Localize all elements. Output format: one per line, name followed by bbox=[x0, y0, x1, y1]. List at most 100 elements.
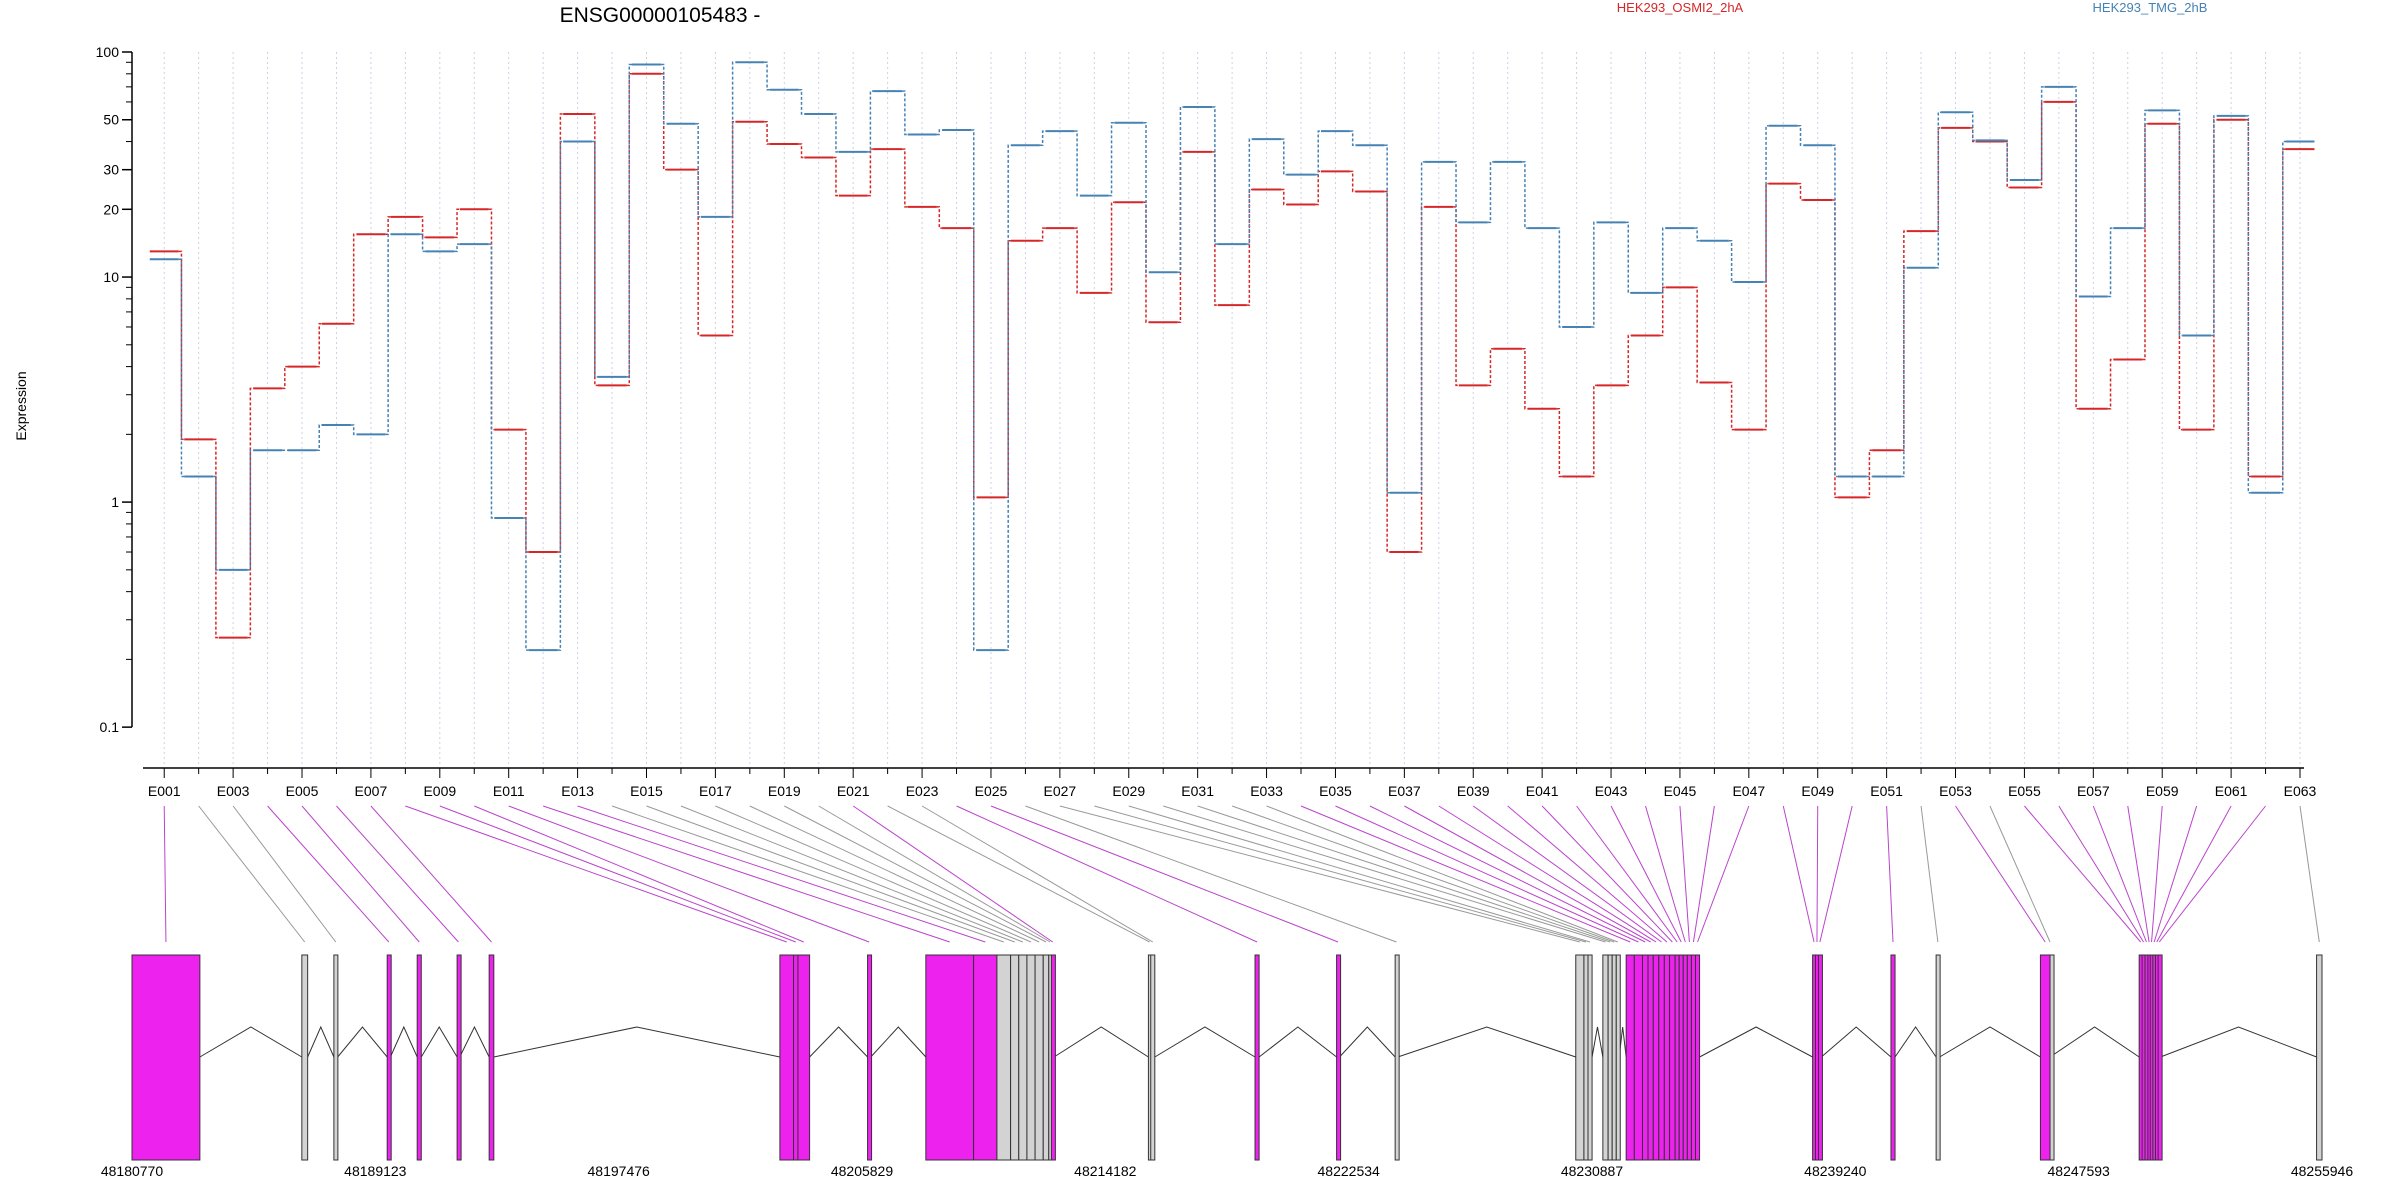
exon-box bbox=[333, 954, 339, 1161]
exon-connector bbox=[646, 805, 1015, 943]
x-tick-label: E053 bbox=[1939, 783, 1972, 799]
intron-line bbox=[1053, 1026, 1149, 1058]
series-step-connector bbox=[936, 129, 943, 136]
gene-model bbox=[131, 954, 2323, 1161]
series-step-connector bbox=[1797, 125, 1804, 147]
exon-box bbox=[1890, 954, 1896, 1161]
series-step-connector bbox=[936, 206, 943, 229]
series-step-connector bbox=[2245, 118, 2252, 478]
exon-box bbox=[867, 954, 873, 1161]
series-step-connector bbox=[970, 129, 977, 651]
x-tick-label: E025 bbox=[975, 783, 1008, 799]
genomic-tick-label: 48180770 bbox=[101, 1163, 164, 1179]
series-step-connector bbox=[1763, 125, 1769, 283]
exon-box bbox=[1678, 954, 1684, 1161]
series-step-connector bbox=[1935, 127, 1942, 232]
series-step-connector bbox=[660, 63, 667, 125]
series-step-connector bbox=[1246, 138, 1253, 245]
series-step-connector bbox=[764, 120, 770, 145]
exon-connector bbox=[2158, 805, 2266, 943]
exon-box bbox=[1602, 954, 1609, 1161]
exon-connector bbox=[1335, 805, 1639, 943]
x-tick-label: E013 bbox=[561, 783, 594, 799]
exon-box bbox=[1674, 954, 1680, 1161]
exon-box bbox=[1682, 954, 1688, 1161]
exon-connector bbox=[1920, 805, 1939, 943]
series-step-connector bbox=[1281, 138, 1287, 176]
series-step-connector bbox=[316, 424, 322, 451]
exon-connector bbox=[887, 805, 1150, 943]
series-step-connector bbox=[1625, 221, 1632, 294]
series-step-connector bbox=[1281, 188, 1287, 206]
series-step-connector bbox=[833, 156, 839, 197]
x-tick-label: E019 bbox=[768, 783, 801, 799]
series-step-connector bbox=[729, 61, 736, 218]
series-step-connector bbox=[1969, 111, 1976, 142]
exon-box bbox=[1663, 954, 1671, 1161]
exon-connector bbox=[2151, 805, 2163, 943]
intron-line bbox=[199, 1026, 303, 1058]
intron-line bbox=[1821, 1026, 1892, 1058]
x-tick-label: E005 bbox=[286, 783, 319, 799]
x-tick-label: E021 bbox=[837, 783, 870, 799]
series-step-connector bbox=[1177, 151, 1184, 323]
intron-line bbox=[307, 1025, 335, 1058]
exon-connector bbox=[956, 805, 1258, 943]
exon-box bbox=[1607, 954, 1613, 1161]
series-step-connector bbox=[2176, 109, 2183, 337]
series-step-connector bbox=[557, 140, 564, 651]
series-step-connector bbox=[1901, 230, 1907, 451]
series-step-connector bbox=[1074, 227, 1080, 294]
exon-connector bbox=[1645, 805, 1686, 943]
series-step-connector bbox=[867, 148, 874, 197]
series-step-connector bbox=[1866, 449, 1873, 499]
series-step-connector bbox=[1005, 144, 1011, 651]
x-tick-label: E059 bbox=[2146, 783, 2179, 799]
series-step-connector bbox=[2245, 115, 2252, 494]
series-step-connector bbox=[1487, 161, 1494, 224]
series-1 bbox=[149, 72, 2315, 639]
exon-connector bbox=[1094, 805, 1587, 943]
x-tick-label: E057 bbox=[2077, 783, 2110, 799]
exon-connector bbox=[474, 805, 804, 943]
series-step-connector bbox=[1522, 348, 1528, 410]
intron-line bbox=[1939, 1026, 2041, 1058]
exon-box bbox=[797, 954, 811, 1161]
series-step-connector bbox=[729, 120, 736, 337]
series-step-connector bbox=[592, 140, 598, 378]
exon-connector bbox=[1819, 805, 1853, 943]
series-step-connector bbox=[695, 122, 701, 218]
series-step-connector bbox=[1591, 384, 1597, 478]
series-step-connector bbox=[1591, 221, 1597, 328]
genomic-axis: 48180770 48189123 48197476 48205829 48214182… bbox=[101, 1163, 2354, 1179]
series-step-connector bbox=[2038, 101, 2045, 189]
x-tick-label: E045 bbox=[1664, 783, 1697, 799]
exon-box bbox=[1018, 954, 1028, 1161]
x-tick-label: E003 bbox=[217, 783, 250, 799]
intron-line bbox=[1397, 1026, 1576, 1058]
exon-box bbox=[2049, 954, 2055, 1161]
y-axis-label: Expression bbox=[13, 371, 29, 440]
y-tick-label: 0.1 bbox=[100, 719, 120, 735]
series-step-connector bbox=[247, 449, 254, 571]
exon-connector bbox=[749, 805, 1040, 943]
series-step-connector bbox=[1418, 161, 1425, 494]
series-step-connector bbox=[1522, 161, 1528, 229]
series-step-connector bbox=[454, 243, 460, 253]
exon-connector bbox=[1697, 805, 1750, 943]
intron-line bbox=[870, 1026, 927, 1058]
x-tick-label: E017 bbox=[699, 783, 732, 799]
exon-connector bbox=[2153, 805, 2198, 943]
exon-connector bbox=[2092, 805, 2147, 943]
series-step-connector bbox=[1315, 170, 1321, 206]
intron-line bbox=[1339, 1026, 1396, 1058]
series-step-connector bbox=[1039, 227, 1046, 242]
x-tick-label: E043 bbox=[1595, 783, 1628, 799]
series-step-connector bbox=[626, 63, 633, 378]
x-tick-label: E001 bbox=[148, 783, 181, 799]
series-step-connector bbox=[1315, 130, 1321, 176]
exon-connector bbox=[542, 805, 950, 943]
series-step-connector bbox=[213, 438, 219, 639]
x-tick-label: E035 bbox=[1319, 783, 1352, 799]
